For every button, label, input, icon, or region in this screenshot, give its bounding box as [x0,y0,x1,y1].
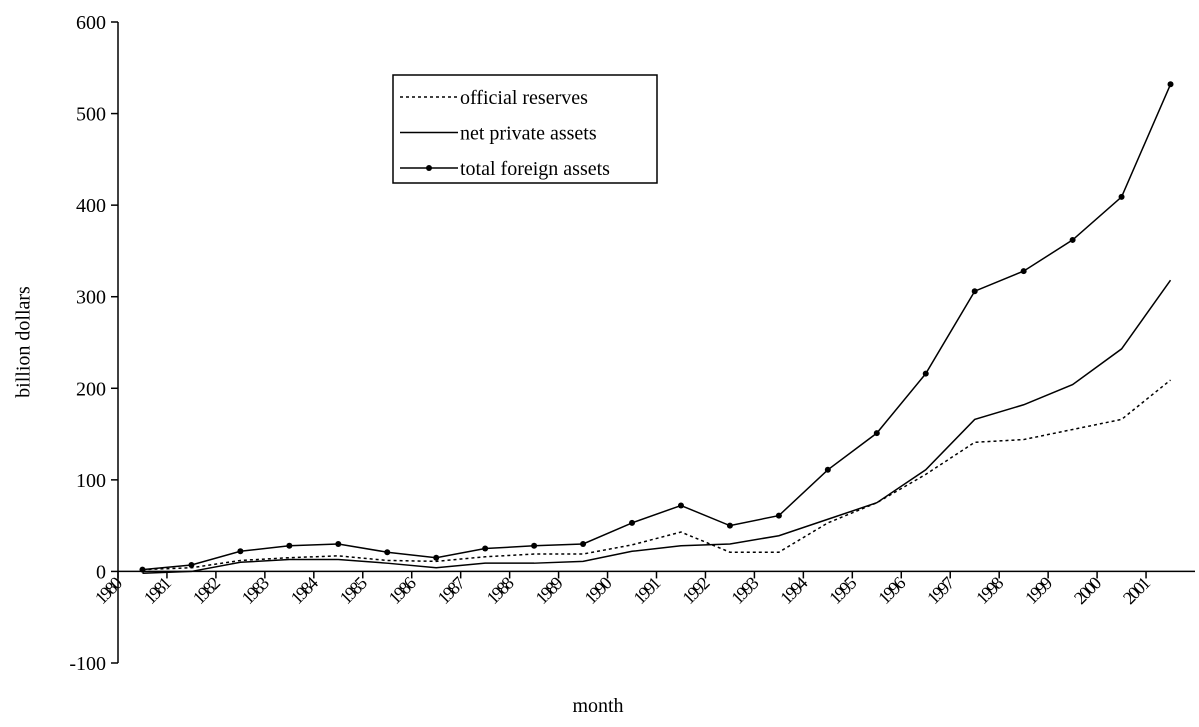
point [1020,268,1027,275]
point [384,549,391,556]
y-tick-label: 200 [76,378,106,400]
y-axis-label: billion dollars [13,286,35,398]
x-tick-label: 1990 [580,573,615,608]
point [1167,81,1174,88]
x-tick-label: 2001 [1119,573,1154,608]
x-axis-label: month [572,695,623,717]
point [922,370,929,377]
x-tick-label: 1993 [727,573,762,608]
legend-marker [426,165,432,171]
y-tick-label: 100 [76,470,106,492]
x-tick-label: 1982 [189,573,224,608]
x-tick-label: 1997 [923,573,958,608]
point [335,540,342,547]
point [775,512,782,519]
point [580,540,587,547]
point [873,430,880,437]
x-tick-label: 1984 [287,573,322,608]
point [286,542,293,549]
point [629,519,636,526]
x-tick-label: 1989 [531,573,566,608]
x-tick-label: 1999 [1021,573,1056,608]
x-tick-label: 1981 [140,573,175,608]
point [1069,236,1076,243]
x-tick-label: 1994 [776,573,811,608]
x-tick-label: 1985 [336,573,371,608]
legend-box [392,74,658,184]
x-tick-label: 1998 [972,573,1007,608]
x-tick-label: 1986 [385,573,420,608]
point [139,566,146,573]
legend-label: total foreign assets [460,158,610,180]
legend-label: net private assets [460,123,597,145]
point [482,545,489,552]
x-tick-label: 1988 [483,573,518,608]
y-tick-label: 600 [76,12,106,34]
x-tick-label: 1992 [678,573,713,608]
y-tick-label: 400 [76,195,106,217]
x-tick-label: 1995 [825,573,860,608]
y-tick-label: 300 [76,287,106,309]
x-tick-label: 1991 [629,573,664,608]
point [726,522,733,529]
point [237,548,244,555]
x-tick-label: 1983 [238,573,273,608]
point [677,502,684,509]
series-line [142,279,1172,575]
series-line [142,83,1172,571]
x-tick-label: 1987 [434,573,469,608]
y-tick-label: 0 [96,561,106,583]
point [188,562,195,569]
x-tick-label: 1996 [874,573,909,608]
legend-label: official reserves [460,87,588,109]
point [1118,193,1125,200]
point [433,554,440,561]
series-line [142,379,1171,571]
x-tick-label: 2000 [1070,573,1105,608]
point [971,288,978,295]
point [824,466,831,473]
point [531,542,538,549]
y-tick-label: -100 [69,653,106,675]
y-tick-label: 500 [76,104,106,126]
